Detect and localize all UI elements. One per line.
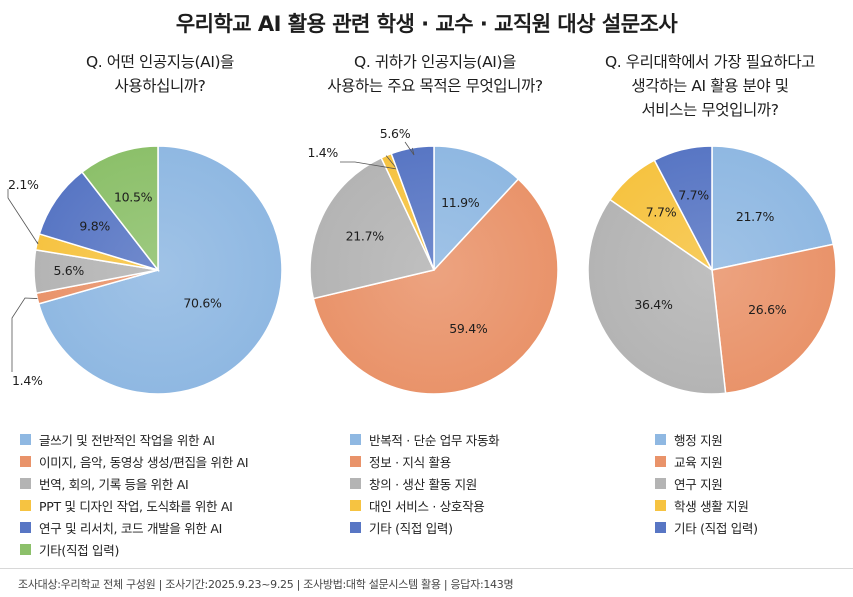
legend-label: 교육 지원	[674, 454, 723, 470]
slice-label: 7.7%	[678, 187, 709, 202]
footer-divider	[0, 568, 853, 569]
legend-item: PPT 및 디자인 작업, 도식화를 위한 AI	[20, 494, 248, 516]
leader-line	[404, 141, 415, 156]
legend-label: 번역, 회의, 기록 등을 위한 AI	[39, 476, 189, 492]
legend-label: 반복적 · 단순 업무 자동화	[369, 432, 500, 448]
slice-label: 59.4%	[449, 321, 488, 336]
charts-canvas: 70.6% 1.4% 5.6% 2.1% 9.8% 10.5% 11.9% 59.4% 21.7…	[7, 126, 837, 395]
legend-item: 정보 · 지식 활용	[350, 450, 499, 472]
legend-label: 창의 · 생산 활동 지원	[369, 476, 477, 492]
pie-slice	[653, 145, 713, 271]
legend-swatch	[20, 433, 31, 445]
legend-label: 글쓰기 및 전반적인 작업을 위한 AI	[39, 432, 215, 448]
legend-item: 대인 서비스 · 상호작용	[350, 494, 499, 516]
legend-swatch	[350, 477, 361, 489]
pie-slice	[312, 178, 559, 395]
legend-label: PPT 및 디자인 작업, 도식화를 위한 AI	[39, 498, 233, 514]
pie-slice	[711, 243, 837, 395]
legend-label: 기타 (직접 입력)	[369, 520, 453, 536]
slice-label: 21.7%	[736, 209, 775, 224]
chart1-legend: 글쓰기 및 전반적인 작업을 위한 AI 이미지, 음악, 동영상 생성/편집을 …	[20, 428, 249, 560]
pie-chart-2: 11.9% 59.4% 21.7% 1.4% 5.6%	[307, 126, 559, 395]
slice-label: 2.1%	[8, 177, 39, 192]
chart3-question: Q. 우리대학에서 가장 필요하다고 생각하는 AI 활용 분야 및 서비스는 무엇…	[604, 53, 816, 119]
legend-item: 기타(직접 입력)	[20, 538, 248, 560]
legend-swatch	[20, 543, 31, 555]
legend-swatch	[20, 477, 31, 489]
slice-label: 26.6%	[748, 302, 787, 317]
legend-label: 연구 및 리서치, 코드 개발을 위한 AI	[39, 520, 222, 536]
legend-swatch	[655, 455, 666, 467]
pie-slice	[711, 145, 835, 271]
legend-swatch	[350, 499, 361, 511]
pie-slice	[309, 156, 436, 300]
slice-label: 11.9%	[441, 195, 480, 210]
legend-swatch	[655, 521, 666, 533]
legend-swatch	[655, 433, 666, 445]
legend-label: 대인 서비스 · 상호작용	[369, 498, 485, 514]
legend-label: 이미지, 음악, 동영상 생성/편집을 위한 AI	[39, 454, 249, 470]
legend-item: 연구 지원	[655, 472, 758, 494]
legend-swatch	[350, 455, 361, 467]
legend-swatch	[655, 499, 666, 511]
leader-line	[11, 297, 38, 372]
slice-label: 5.6%	[380, 126, 411, 141]
legend-label: 연구 지원	[674, 476, 723, 492]
legend-item: 학생 생활 지원	[655, 494, 758, 516]
pie-chart-3: 21.7% 26.6% 36.4% 7.7%7.7%	[587, 145, 837, 395]
slice-label: 5.6%	[53, 263, 84, 278]
legend-item: 기타 (직접 입력)	[655, 516, 758, 538]
legend-swatch	[350, 433, 361, 445]
leader-line	[340, 155, 398, 170]
page-title: 우리학교 AI 활용 관련 학생 · 교수 · 교직원 대상 설문조사	[175, 12, 678, 36]
legend-item: 행정 지원	[655, 428, 758, 450]
legend-item: 연구 및 리서치, 코드 개발을 위한 AI	[20, 516, 248, 538]
slice-label: 1.4%	[307, 145, 338, 160]
survey-footer: 조사대상:우리학교 전체 구성원 | 조사기간:2025.9.23~9.25 |…	[18, 578, 514, 591]
legend-item: 글쓰기 및 전반적인 작업을 위한 AI	[20, 428, 248, 450]
legend-swatch	[20, 499, 31, 511]
chart2-question: Q. 귀하가 인공지능(AI)을 사용하는 주요 목적은 무엇입니까?	[327, 53, 543, 95]
legend-label: 기타(직접 입력)	[39, 542, 120, 558]
legend-item: 교육 지원	[655, 450, 758, 472]
pie-slice	[38, 170, 161, 272]
slice-label: 7.7%	[646, 204, 677, 219]
slice-label: 36.4%	[634, 297, 673, 312]
legend-label: 행정 지원	[674, 432, 723, 448]
legend-swatch	[20, 455, 31, 467]
legend-swatch	[350, 521, 361, 533]
pie-slice	[433, 145, 520, 272]
legend-item: 기타 (직접 입력)	[350, 516, 499, 538]
pie-slice	[587, 198, 727, 395]
legend-label: 기타 (직접 입력)	[674, 520, 758, 536]
pie-slice	[37, 145, 283, 395]
legend-label: 학생 생활 지원	[674, 498, 749, 514]
chart1-question: Q. 어떤 인공지능(AI)을 사용하십니까?	[85, 53, 235, 95]
slice-label: 21.7%	[346, 229, 385, 244]
slice-label: 9.8%	[79, 218, 110, 233]
legend-item: 창의 · 생산 활동 지원	[350, 472, 499, 494]
legend-swatch	[655, 477, 666, 489]
legend-swatch	[20, 521, 31, 533]
pie-slice	[80, 145, 159, 273]
legend-item: 이미지, 음악, 동영상 생성/편집을 위한 AI	[20, 450, 249, 472]
slice-label: 1.4%	[12, 373, 43, 388]
legend-item: 번역, 회의, 기록 등을 위한 AI	[20, 472, 248, 494]
slice-label: 10.5%	[114, 189, 153, 204]
pie-chart-1: 70.6% 1.4% 5.6% 2.1% 9.8% 10.5%	[7, 145, 283, 395]
leader-line	[7, 189, 39, 245]
slice-label: 70.6%	[183, 296, 222, 311]
legend-label: 정보 · 지식 활용	[369, 454, 451, 470]
legend-item: 반복적 · 단순 업무 자동화	[350, 428, 500, 450]
